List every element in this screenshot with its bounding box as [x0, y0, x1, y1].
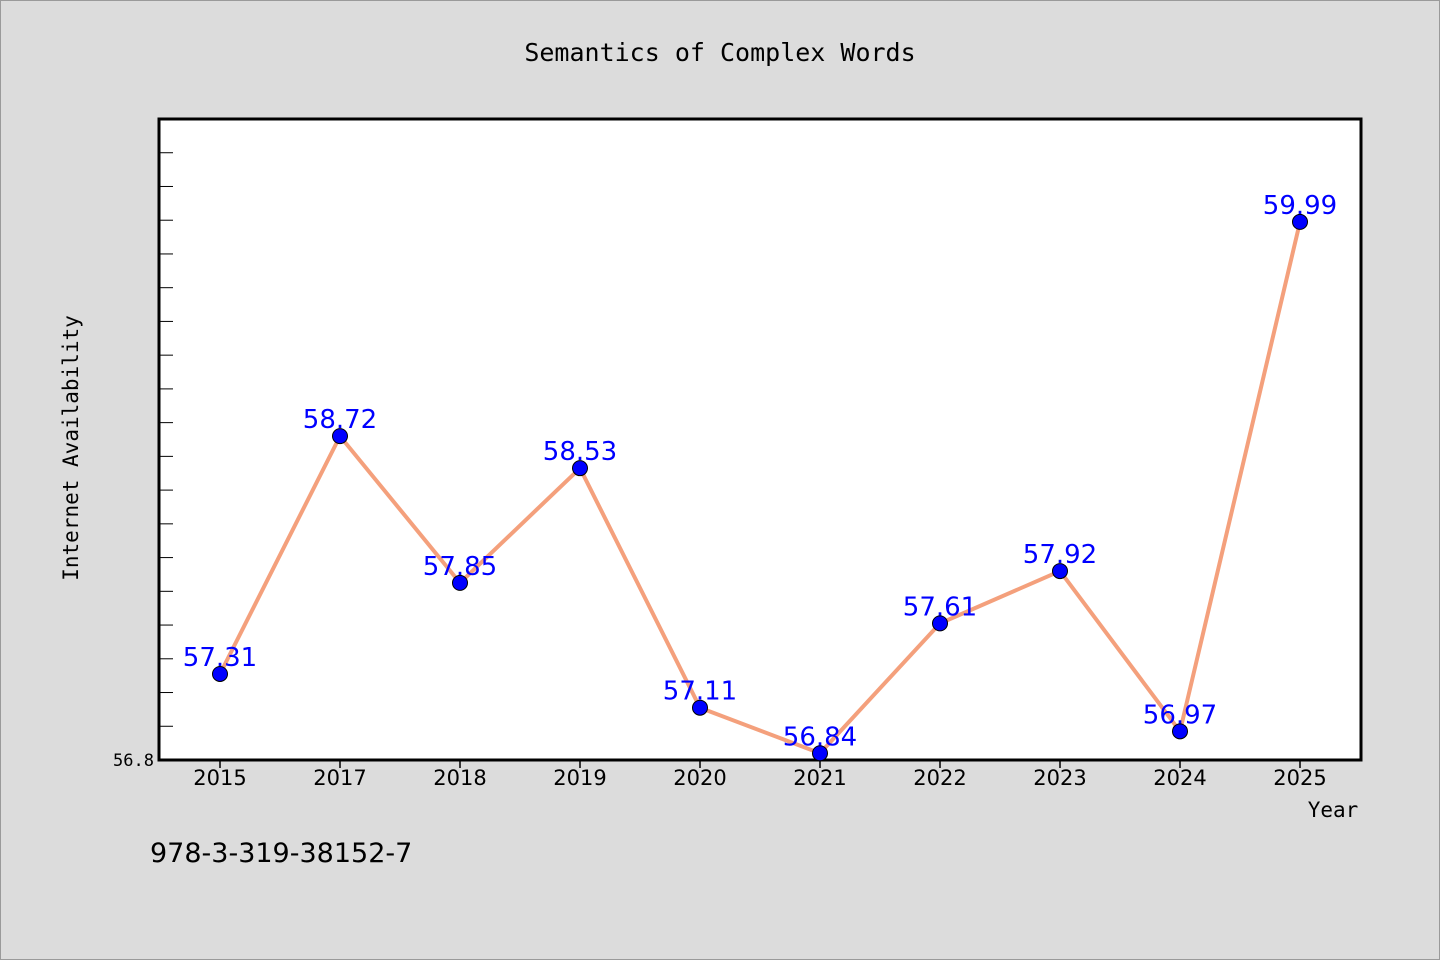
x-axis-tick-labels: 2015 2017 2018 2019 2020 2021 2022 2023 2024 2025	[193, 766, 1326, 790]
footer-text: 978-3-319-38152-7	[150, 838, 412, 869]
x-tick-label: 2019	[553, 766, 606, 790]
data-label: 57.31	[183, 643, 257, 673]
chart-title: Semantics of Complex Words	[524, 38, 915, 67]
x-tick-label: 2018	[433, 766, 486, 790]
data-point	[1052, 563, 1068, 580]
plot-area	[157, 117, 1363, 762]
series-markers	[212, 213, 1308, 762]
x-tick-label: 2021	[793, 766, 846, 790]
data-label: 57.61	[903, 592, 977, 622]
data-label: 56.97	[1143, 700, 1217, 730]
x-tick-label: 2020	[673, 766, 726, 790]
data-label: 57.85	[423, 552, 497, 582]
data-point	[812, 745, 828, 762]
data-label: 58.53	[543, 437, 617, 467]
data-point	[572, 460, 588, 477]
data-label: 56.84	[783, 722, 857, 752]
x-tick-label: 2025	[1273, 766, 1326, 790]
data-point	[1292, 213, 1308, 230]
data-point	[452, 574, 468, 591]
series-line	[218, 221, 1302, 756]
data-point	[1172, 723, 1188, 740]
x-axis-label: Year	[1308, 798, 1359, 822]
data-label: 57.92	[1023, 540, 1097, 570]
data-point	[692, 699, 708, 716]
y-axis-label: Internet Availability	[59, 315, 83, 581]
y-axis-ticks	[159, 118, 173, 761]
data-point	[332, 428, 348, 445]
y-axis-tick-labels: 56.8	[113, 751, 154, 771]
data-point	[932, 615, 948, 632]
data-label: 58.72	[303, 405, 377, 435]
data-label: 57.11	[663, 677, 737, 707]
x-tick-label: 2024	[1153, 766, 1206, 790]
data-point	[212, 665, 228, 682]
y-tick-label: 56.8	[113, 751, 154, 771]
x-tick-label: 2015	[193, 766, 246, 790]
x-tick-label: 2023	[1033, 766, 1086, 790]
x-tick-label: 2022	[913, 766, 966, 790]
data-labels: 57.31 58.72 57.85 58.53 57.11 56.84 57.61 57.92…	[183, 191, 1337, 752]
data-label: 59.99	[1263, 191, 1337, 221]
x-tick-label: 2017	[313, 766, 366, 790]
x-axis-ticks	[219, 760, 1301, 768]
